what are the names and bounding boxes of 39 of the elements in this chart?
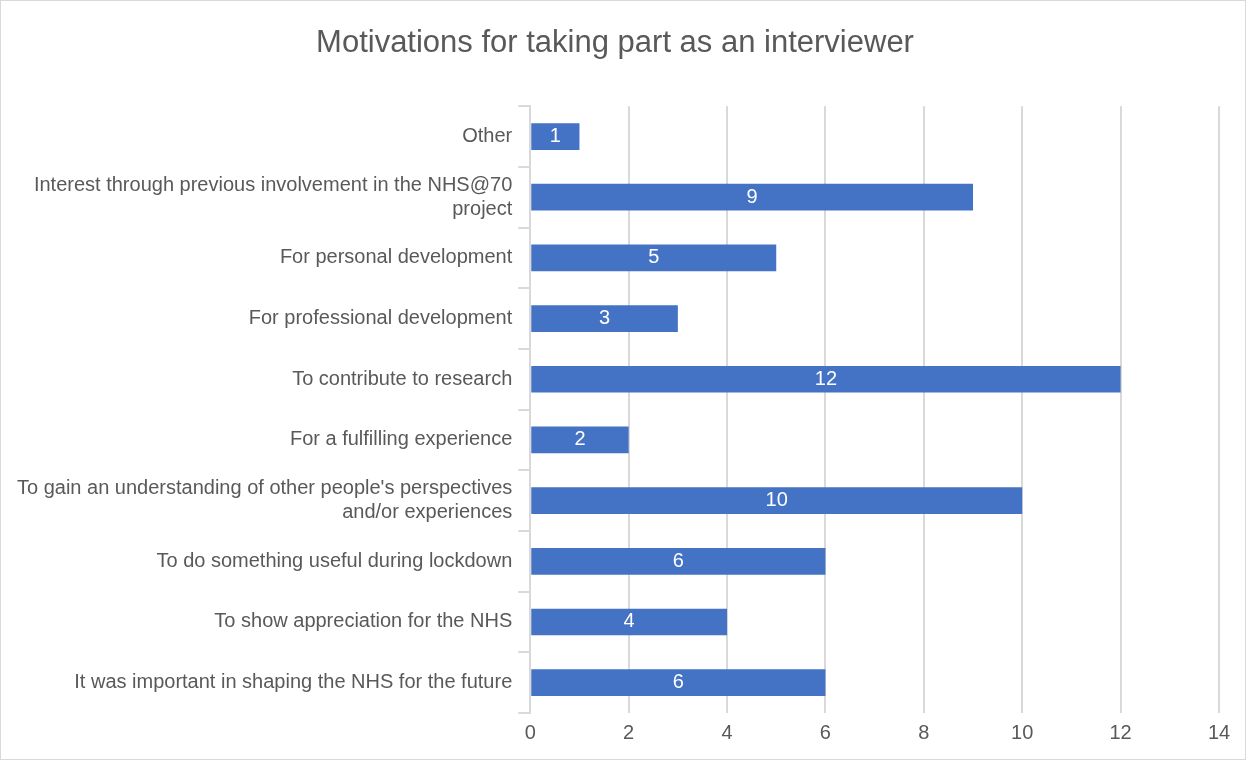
data-label: 6 — [672, 548, 684, 571]
x-tick-label: 12 — [1109, 720, 1132, 743]
x-tick-label: 2 — [623, 720, 635, 743]
x-tick-label: 6 — [819, 720, 831, 743]
data-label: 2 — [574, 427, 586, 450]
bar — [531, 123, 580, 150]
y-tick-label: To contribute to research — [292, 366, 513, 389]
y-tick-label: It was important in shaping the NHS for the future — [74, 670, 513, 693]
bar — [531, 669, 826, 697]
bar — [531, 487, 1023, 514]
data-label: 10 — [765, 488, 788, 511]
bar — [531, 608, 728, 636]
data-label: 4 — [623, 609, 635, 632]
y-tick-label: For personal development — [279, 245, 513, 268]
data-label: 1 — [549, 124, 561, 147]
bar — [531, 305, 678, 332]
x-tick-label: 8 — [918, 720, 930, 743]
data-label: 5 — [648, 245, 660, 268]
bar — [531, 426, 629, 454]
y-tick-label: To gain an understanding of other people's perspectives and/or experiences — [17, 476, 513, 523]
x-tick-label: 4 — [721, 720, 733, 743]
data-label: 12 — [814, 366, 838, 389]
y-tick-label: To show appreciation for the NHS — [214, 609, 513, 632]
y-tick-label: Other — [462, 124, 513, 147]
data-label: 9 — [746, 184, 758, 207]
data-label: 6 — [672, 670, 684, 693]
y-tick-label: For a fulfilling experience — [289, 427, 513, 450]
chart-title: Motivations for taking part as an interviewer — [316, 24, 914, 60]
bar — [531, 547, 826, 575]
bar — [531, 244, 777, 272]
y-tick-label: To do something useful during lockdown — [156, 548, 513, 571]
y-tick-label: Interest through previous involvement in the NHS@70 project — [33, 172, 513, 219]
bar — [531, 183, 974, 211]
x-tick-label: 10 — [1011, 720, 1034, 743]
bar — [531, 365, 1121, 393]
x-tick-label: 14 — [1207, 720, 1231, 743]
data-label: 3 — [598, 306, 611, 329]
y-tick-label: For professional development — [248, 306, 513, 329]
x-tick-label: 0 — [524, 720, 536, 743]
